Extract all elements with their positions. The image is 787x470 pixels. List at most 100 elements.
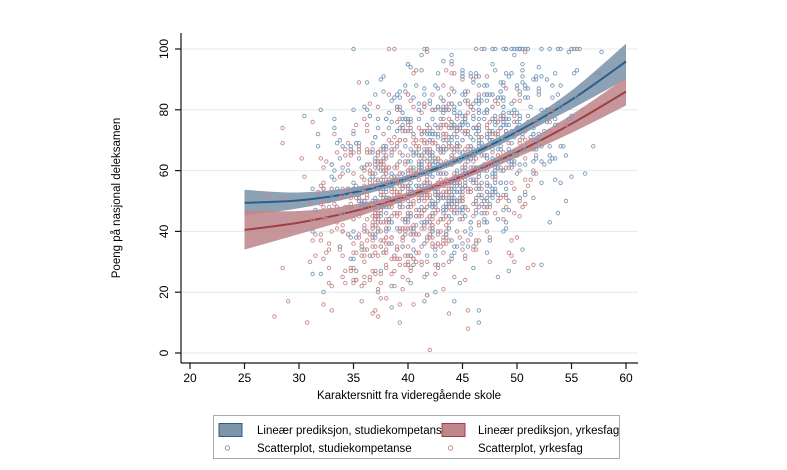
- scatter-point: [362, 274, 367, 280]
- scatter-point: [403, 83, 408, 88]
- scatter-point: [416, 168, 422, 173]
- x-tick-label-35: 35: [347, 371, 361, 385]
- scatter-point: [403, 183, 408, 189]
- scatter-point: [454, 125, 460, 131]
- scatter-point: [582, 171, 588, 176]
- legend-marker-scatter-studiekompetanse-icon: [224, 445, 231, 451]
- scatter-point: [444, 147, 449, 152]
- scatter-point: [422, 171, 427, 176]
- scatter-point: [367, 277, 373, 283]
- scatter-point: [487, 119, 492, 125]
- scatter-point: [403, 262, 408, 267]
- scatter-point: [539, 180, 544, 186]
- scatter-point: [416, 101, 422, 106]
- scatter-point: [362, 253, 367, 258]
- scatter-point: [351, 180, 356, 186]
- scatter-point: [394, 198, 400, 204]
- scatter-point: [460, 241, 465, 246]
- scatter-point: [493, 98, 498, 103]
- scatter-point: [503, 71, 509, 76]
- legend-swatch-studiekompetanse: [218, 423, 243, 437]
- scatter-point: [302, 113, 307, 119]
- scatter-point: [523, 147, 528, 152]
- scatter-point: [408, 189, 413, 195]
- scatter-point: [422, 186, 427, 192]
- ci-band-0: [244, 43, 626, 216]
- scatter-point: [449, 71, 454, 76]
- scatter-point: [444, 177, 449, 182]
- scatter-point: [375, 226, 381, 231]
- scatter-point: [397, 104, 402, 110]
- scatter-point: [550, 156, 555, 161]
- scatter-point: [490, 61, 495, 67]
- scatter-point: [441, 180, 446, 186]
- scatter-point: [315, 131, 321, 137]
- scatter-point: [441, 116, 446, 122]
- scatter-point: [572, 46, 577, 52]
- scatter-point: [433, 192, 438, 198]
- scatter-point: [354, 122, 359, 128]
- scatter-point: [449, 153, 454, 158]
- scatter-point: [482, 204, 487, 210]
- scatter-point: [400, 195, 405, 201]
- scatter-point: [438, 116, 443, 122]
- scatter-point: [441, 250, 446, 255]
- scatter-point: [424, 192, 430, 198]
- scatter-point: [471, 113, 476, 119]
- scatter-point: [452, 71, 457, 76]
- scatter-point: [495, 147, 501, 152]
- scatter-point: [394, 189, 400, 195]
- scatter-point: [574, 68, 580, 73]
- scatter-point: [544, 116, 550, 122]
- scatter-point: [446, 116, 452, 122]
- scatter-point: [400, 116, 405, 122]
- scatter-point: [593, 71, 599, 76]
- scatter-point: [422, 147, 427, 152]
- scatter-point: [430, 204, 435, 210]
- scatter-point: [493, 119, 498, 125]
- scatter-point: [550, 95, 555, 100]
- scatter-point: [378, 204, 383, 210]
- scatter-point: [405, 259, 411, 264]
- scatter-point: [397, 262, 402, 267]
- scatter-point: [403, 253, 408, 258]
- scatter-point: [364, 122, 370, 128]
- scatter-point: [373, 232, 378, 237]
- scatter-point: [348, 235, 353, 240]
- scatter-point: [362, 183, 367, 189]
- scatter-point: [351, 216, 356, 222]
- scatter-point: [394, 244, 400, 249]
- scatter-point: [389, 189, 394, 195]
- scatter-point: [498, 180, 503, 186]
- scatter-point: [389, 256, 394, 261]
- scatter-point: [340, 223, 345, 228]
- scatter-point: [558, 46, 563, 52]
- scatter-point: [490, 189, 495, 195]
- scatter-point: [408, 168, 413, 173]
- scatter-point: [501, 229, 506, 234]
- scatter-point: [457, 198, 462, 204]
- scatter-point: [373, 213, 378, 219]
- scatter-point: [547, 46, 552, 52]
- scatter-point: [430, 150, 435, 155]
- scatter-point: [531, 262, 536, 267]
- scatter-point: [533, 77, 539, 82]
- scatter-point: [441, 107, 446, 113]
- scatter-point: [501, 192, 506, 198]
- scatter-point: [389, 213, 394, 219]
- scatter-point: [479, 98, 484, 103]
- scatter-point: [405, 216, 411, 222]
- x-tick-label-50: 50: [510, 371, 524, 385]
- scatter-point: [367, 232, 373, 237]
- scatter-point: [495, 101, 501, 106]
- scatter-point: [468, 220, 473, 225]
- scatter-point: [460, 137, 465, 143]
- scatter-point: [280, 265, 285, 271]
- scatter-point: [533, 147, 539, 152]
- scatter-point: [427, 137, 432, 143]
- scatter-point: [528, 134, 533, 140]
- scatter-point: [490, 46, 495, 52]
- scatter-point: [523, 49, 528, 55]
- scatter-point: [411, 262, 416, 267]
